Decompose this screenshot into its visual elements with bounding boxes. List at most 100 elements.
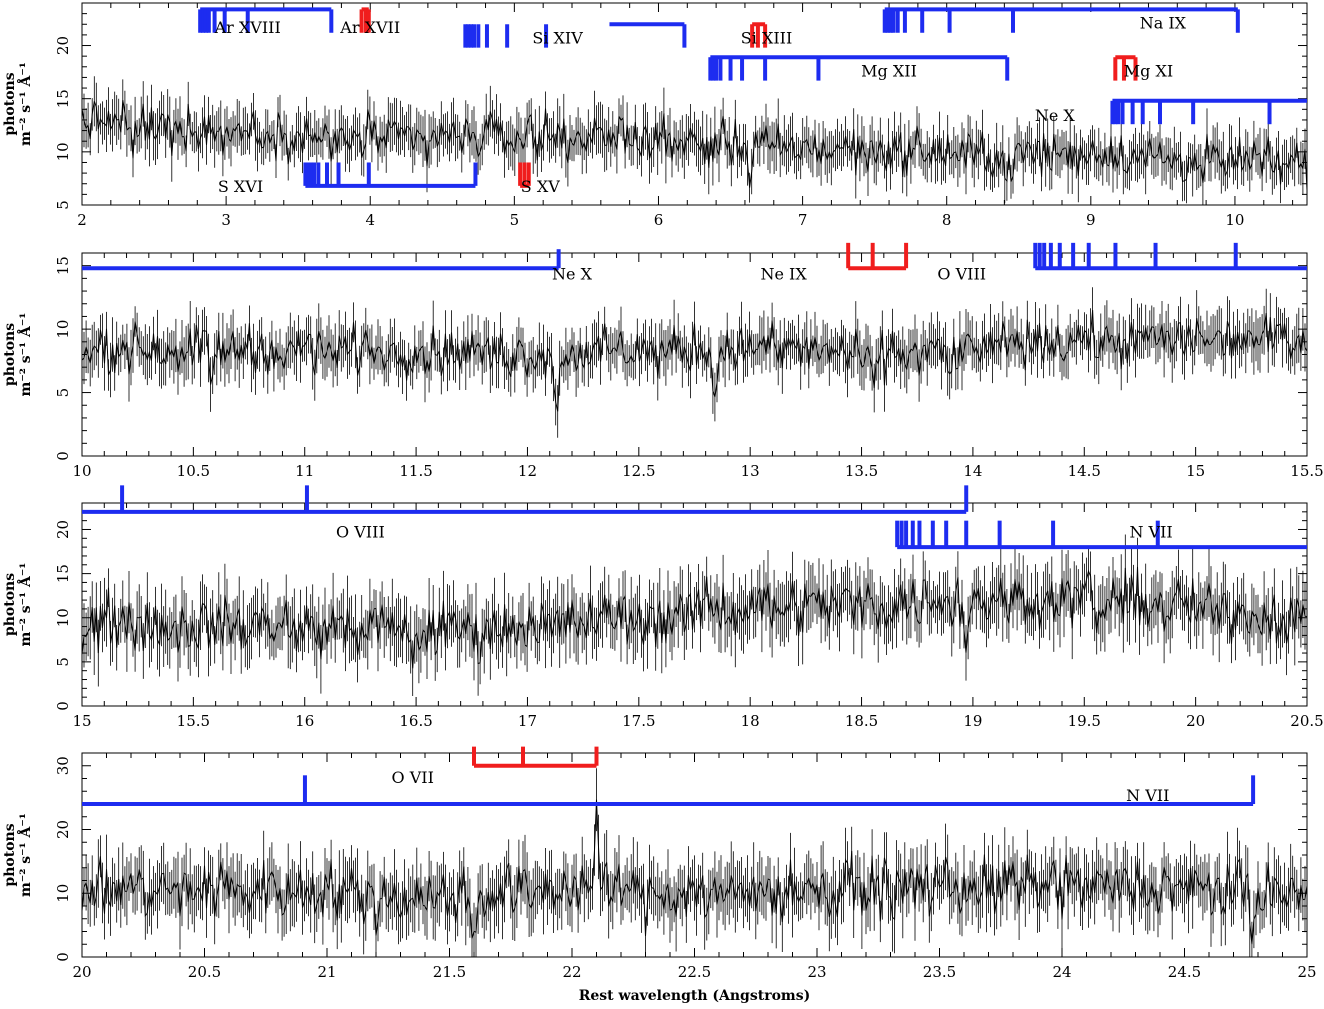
y-axis-label-line2: m⁻² s⁻¹ Å⁻¹ — [16, 563, 34, 647]
y-tick-label: 5 — [54, 200, 72, 210]
ion-label: Ar XVIII — [214, 18, 281, 37]
x-tick-label: 11.5 — [399, 462, 432, 480]
ion-line-series — [82, 775, 1256, 806]
ion-line-series — [303, 162, 478, 188]
ion-line-series — [1033, 242, 1307, 271]
x-tick-label: 18.5 — [845, 712, 878, 730]
y-tick-label: 10 — [54, 884, 72, 903]
panel-2: 10 10.5 11 11.5 12 12.5 13 13.5 14 14.5 15 15.5 0 5 10… — [2, 242, 1324, 480]
ion-line-series — [82, 249, 561, 271]
x-tick-label: 10.5 — [177, 462, 210, 480]
x-tick-label: 11 — [295, 462, 314, 480]
x-tick-label: 7 — [798, 211, 808, 229]
ion-label: Si XIII — [741, 28, 793, 47]
ion-line-series — [359, 7, 371, 33]
y-tick-label: 20 — [54, 520, 72, 539]
ion-line-series — [518, 162, 531, 188]
x-tick-label: 2 — [77, 211, 87, 229]
panel-3: 15 15.5 16 16.5 17 17.5 18 18.5 19 19.5 20 20.5 0 5 10… — [2, 485, 1324, 730]
ion-label: N VII — [1126, 786, 1169, 805]
y-axis-label-line2: m⁻² s⁻¹ Å⁻¹ — [16, 62, 34, 146]
ion-label: S XVI — [218, 177, 263, 196]
x-tick-label: 23 — [807, 963, 826, 981]
spectrum-line — [81, 100, 1308, 191]
x-axis-label: Rest wavelength (Angstroms) — [579, 988, 810, 1004]
ion-line-series — [1110, 98, 1307, 125]
spectrum-line — [81, 566, 1308, 669]
y-tick-label: 5 — [54, 388, 72, 398]
y-tick-label: 15 — [54, 256, 72, 275]
x-tick-label: 19 — [963, 712, 982, 730]
ion-line-series — [82, 485, 969, 514]
x-tick-label: 20 — [72, 963, 91, 981]
ion-label: O VII — [392, 768, 434, 787]
ion-line-series — [1113, 55, 1138, 81]
y-axis-label-line2: m⁻² s⁻¹ Å⁻¹ — [16, 813, 34, 897]
x-tick-label: 14 — [963, 462, 982, 480]
y-tick-label: 0 — [54, 701, 72, 711]
y-tick-label: 0 — [54, 952, 72, 962]
x-tick-label: 14.5 — [1068, 462, 1101, 480]
spectrum-line — [81, 309, 1308, 412]
x-tick-label: 17 — [518, 712, 537, 730]
ion-label: Mg XI — [1124, 61, 1173, 80]
panel-4: 20 20.5 21 21.5 22 22.5 23 23.5 24 24.5 25 0 10 20 30 p… — [2, 746, 1317, 981]
ion-line-series — [708, 55, 1010, 81]
x-tick-label: 18 — [741, 712, 760, 730]
y-axis-label-line1: photons — [2, 72, 18, 135]
y-tick-label: 20 — [54, 36, 72, 55]
x-tick-label: 15 — [72, 712, 91, 730]
x-tick-label: 17.5 — [622, 712, 655, 730]
x-tick-label: 20.5 — [1290, 712, 1323, 730]
ion-line-series — [846, 242, 909, 271]
y-tick-label: 30 — [54, 756, 72, 775]
spectrum-error-bars — [81, 287, 1308, 438]
x-tick-label: 12.5 — [622, 462, 655, 480]
x-tick-label: 15.5 — [1290, 462, 1323, 480]
panel-1: 2 3 4 5 6 7 8 9 10 5 10 15 20 photons m⁻² s⁻¹ Å⁻¹ Ar XV… — [2, 2, 1308, 229]
x-tick-label: 8 — [942, 211, 952, 229]
y-tick-label: 5 — [54, 657, 72, 667]
ion-label: Na IX — [1140, 14, 1187, 33]
x-tick-label: 15 — [1186, 462, 1205, 480]
x-tick-label: 21 — [317, 963, 336, 981]
x-tick-label: 5 — [510, 211, 520, 229]
x-tick-label: 25 — [1297, 963, 1316, 981]
x-tick-label: 20 — [1186, 712, 1205, 730]
x-tick-label: 24 — [1052, 963, 1071, 981]
spectrum-error-bars — [81, 76, 1308, 205]
x-tick-label: 9 — [1086, 211, 1096, 229]
spectrum-error-bars — [81, 768, 1308, 957]
y-tick-label: 10 — [54, 142, 72, 161]
x-tick-label: 24.5 — [1168, 963, 1201, 981]
ion-line-series — [472, 746, 599, 768]
ion-label: Ne X — [552, 265, 593, 284]
y-axis-label-line1: photons — [2, 573, 18, 636]
x-tick-label: 23.5 — [923, 963, 956, 981]
ion-label: Ne IX — [760, 265, 807, 284]
ion-label: S XV — [521, 177, 560, 196]
ion-label: Ne X — [1035, 106, 1076, 125]
x-tick-label: 21.5 — [433, 963, 466, 981]
x-tick-label: 3 — [221, 211, 231, 229]
y-axis-label-line1: photons — [2, 323, 18, 386]
y-tick-label: 10 — [54, 608, 72, 627]
ion-line-series — [882, 7, 1240, 33]
ion-line-series — [895, 520, 1307, 550]
y-tick-label: 10 — [54, 320, 72, 339]
x-tick-label: 22 — [562, 963, 581, 981]
y-axis-label-line1: photons — [2, 823, 18, 886]
ion-line-series — [463, 22, 687, 48]
x-tick-label: 20.5 — [188, 963, 221, 981]
x-tick-label: 16 — [295, 712, 314, 730]
x-tick-label: 10 — [1225, 211, 1244, 229]
x-tick-label: 13.5 — [845, 462, 878, 480]
y-tick-label: 15 — [54, 89, 72, 108]
x-tick-label: 22.5 — [678, 963, 711, 981]
ion-label: N VII — [1129, 522, 1172, 541]
spectrum-line — [81, 799, 1308, 945]
y-tick-label: 20 — [54, 820, 72, 839]
ion-label: O VIII — [336, 522, 385, 541]
